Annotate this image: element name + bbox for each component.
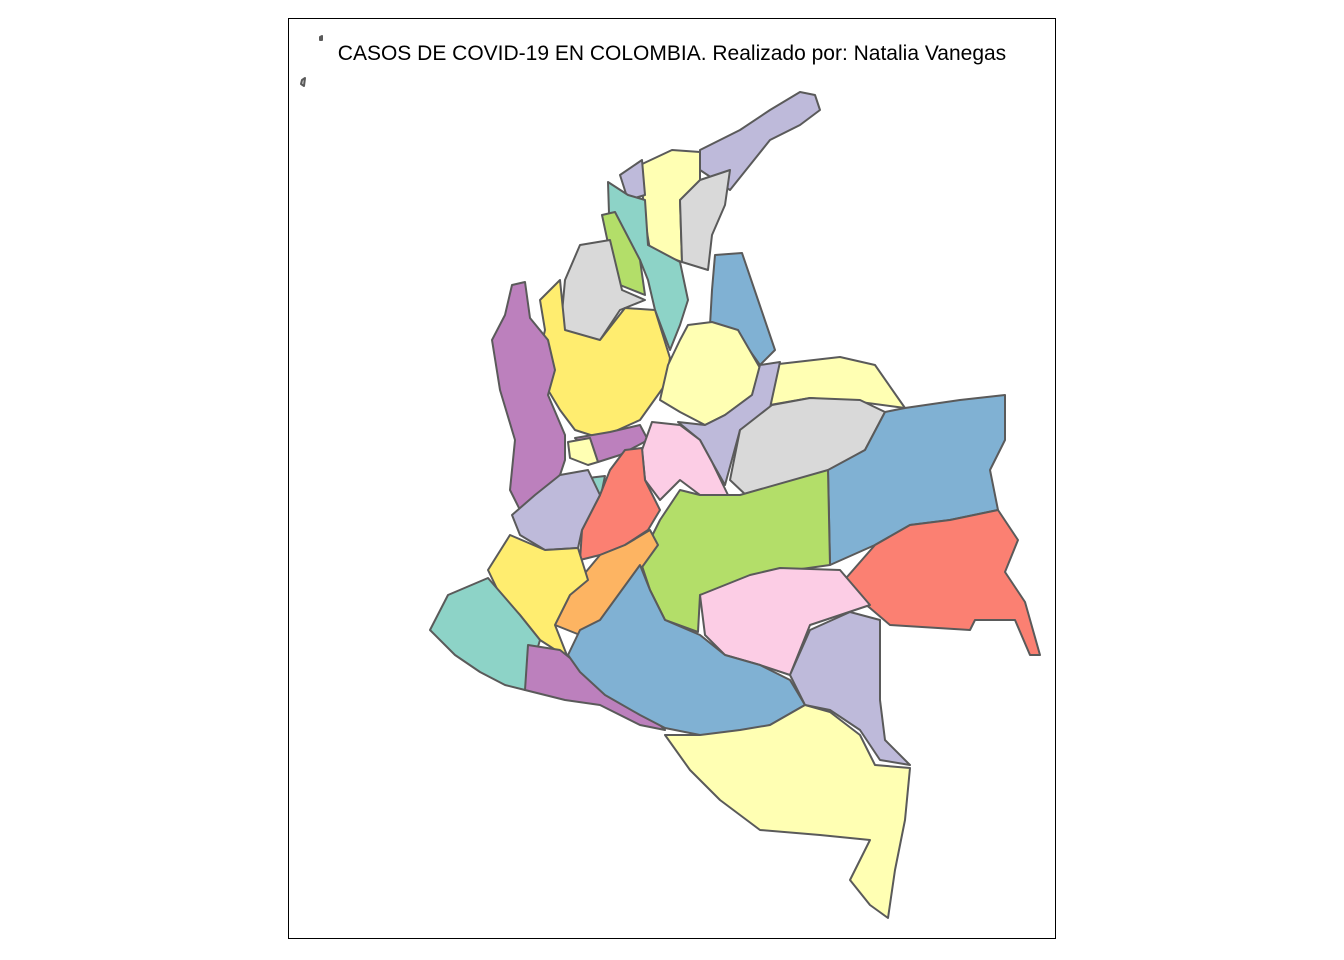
- region-atlantico: [619, 159, 646, 201]
- region-risaralda: [567, 437, 599, 466]
- region-san-andres: [300, 77, 306, 87]
- region-san-andres-islet: [319, 35, 323, 41]
- map-title: CASOS DE COVID-19 EN COLOMBIA. Realizado…: [337, 42, 1007, 65]
- region-guainia: [839, 509, 1041, 656]
- region-narino: [429, 577, 541, 691]
- region-vaupes: [789, 611, 911, 766]
- region-cordoba: [559, 239, 646, 341]
- region-meta: [639, 469, 831, 633]
- region-cesar: [679, 169, 731, 271]
- region-amazonas: [664, 704, 911, 919]
